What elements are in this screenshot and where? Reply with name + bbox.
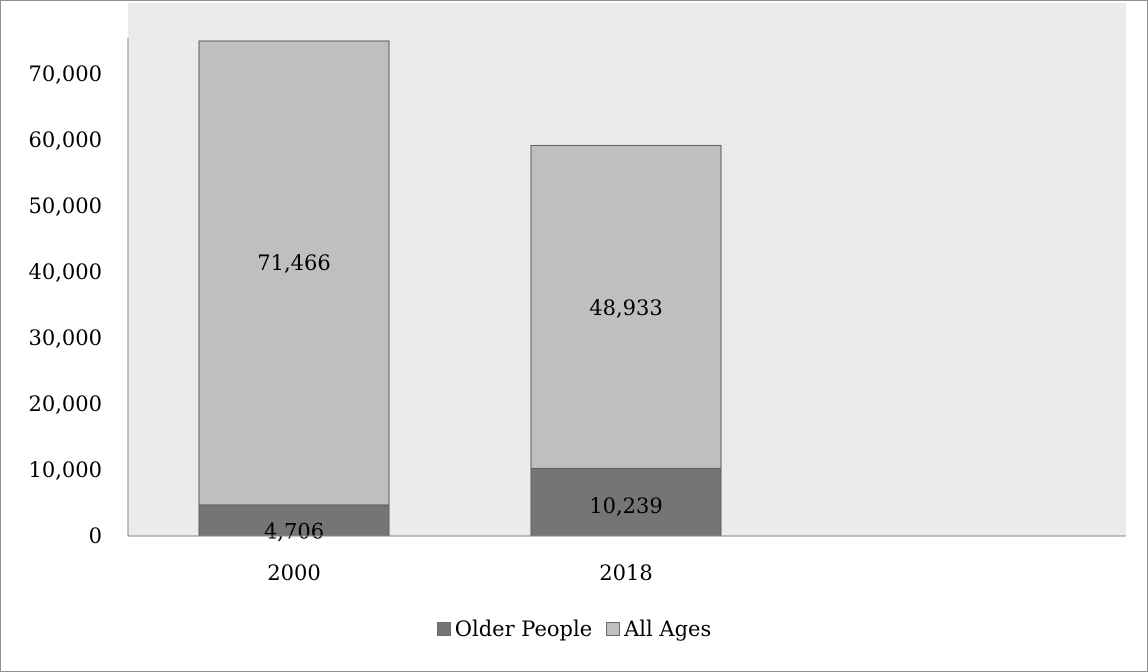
data-label-older-people-2000: 4,706: [264, 519, 324, 543]
y-tick-label: 50,000: [29, 194, 102, 218]
y-tick-label: 70,000: [29, 62, 102, 86]
y-tick-label: 60,000: [29, 128, 102, 152]
y-tick-label: 40,000: [29, 260, 102, 284]
x-axis: 2000 2018: [128, 535, 1126, 585]
x-tick-label: 2000: [267, 561, 320, 585]
y-axis: 0 10,000 20,000 30,000 40,000 50,000 60,000 70,…: [29, 38, 129, 548]
legend-label-older-people: Older People: [454, 617, 593, 641]
legend: Older People All Ages: [0, 617, 1148, 641]
legend-item-older-people: Older People: [436, 617, 593, 641]
bar-all-ages-2018: [530, 144, 722, 469]
legend-swatch-all-ages: [606, 622, 621, 636]
y-tick-label: 0: [89, 524, 102, 548]
y-tick-label: 20,000: [29, 392, 102, 416]
legend-label-all-ages: All Ages: [624, 617, 712, 641]
y-tick-label: 30,000: [29, 326, 102, 350]
data-label-older-people-2018: 10,239: [589, 494, 662, 518]
bars-group: 4,706 71,466 10,239 48,933: [198, 40, 722, 543]
y-tick-label: 10,000: [29, 458, 102, 482]
x-tick-label: 2018: [599, 561, 652, 585]
data-label-all-ages-2000: 71,466: [257, 251, 330, 275]
bar-all-ages-2000: [198, 40, 390, 506]
data-label-all-ages-2018: 48,933: [589, 296, 662, 320]
legend-item-all-ages: All Ages: [606, 617, 711, 641]
legend-swatch-older-people: [436, 622, 451, 636]
